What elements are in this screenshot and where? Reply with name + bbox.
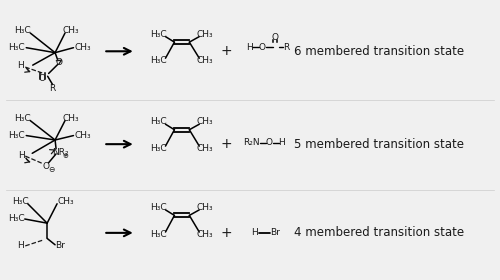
Text: O: O <box>258 43 266 52</box>
Text: 5 membered transition state: 5 membered transition state <box>294 138 464 151</box>
Text: R: R <box>50 84 56 93</box>
Text: H₃C: H₃C <box>8 43 24 52</box>
Text: H: H <box>17 61 24 70</box>
Text: CH₃: CH₃ <box>74 43 90 52</box>
Text: 6 membered transition state: 6 membered transition state <box>294 45 464 58</box>
Text: H: H <box>18 151 25 160</box>
Text: H₃C: H₃C <box>14 114 30 123</box>
Text: H₃C: H₃C <box>150 144 167 153</box>
Text: NR₂: NR₂ <box>52 148 68 157</box>
Text: +: + <box>221 226 232 240</box>
Text: R₂N: R₂N <box>242 138 260 147</box>
Text: H₃C: H₃C <box>8 214 24 223</box>
Text: CH₃: CH₃ <box>62 114 80 123</box>
Text: O: O <box>266 138 272 147</box>
Text: Br: Br <box>270 228 280 237</box>
Text: O: O <box>272 33 278 42</box>
Text: H₃C: H₃C <box>150 30 167 39</box>
Text: H: H <box>17 241 24 250</box>
Text: CH₃: CH₃ <box>197 203 214 213</box>
Text: H₃C: H₃C <box>150 57 167 66</box>
Text: ⊖: ⊖ <box>48 165 54 174</box>
Text: H: H <box>252 228 258 237</box>
Text: H₃C: H₃C <box>150 230 167 239</box>
Text: O: O <box>55 59 62 67</box>
Text: H: H <box>278 138 285 147</box>
Text: O: O <box>42 162 50 171</box>
Text: CH₃: CH₃ <box>197 118 214 127</box>
Text: H₃C: H₃C <box>8 130 24 139</box>
Text: Br: Br <box>55 241 65 250</box>
Text: CH₃: CH₃ <box>197 57 214 66</box>
Text: H₃C: H₃C <box>14 26 30 35</box>
Text: CH₃: CH₃ <box>197 30 214 39</box>
Text: CH₃: CH₃ <box>74 130 90 139</box>
Text: H₃C: H₃C <box>150 203 167 213</box>
Text: R: R <box>283 43 290 52</box>
Text: +: + <box>221 44 232 58</box>
Text: 4 membered transition state: 4 membered transition state <box>294 226 464 239</box>
Text: +: + <box>221 137 232 151</box>
Text: H₃C: H₃C <box>150 118 167 127</box>
Text: ⊕: ⊕ <box>62 153 68 158</box>
Text: CH₃: CH₃ <box>197 144 214 153</box>
Text: CH₃: CH₃ <box>58 197 74 206</box>
Text: H₃C: H₃C <box>12 197 28 206</box>
Text: O: O <box>38 74 46 83</box>
Text: H: H <box>246 43 252 52</box>
Text: CH₃: CH₃ <box>197 230 214 239</box>
Text: CH₃: CH₃ <box>62 26 80 35</box>
